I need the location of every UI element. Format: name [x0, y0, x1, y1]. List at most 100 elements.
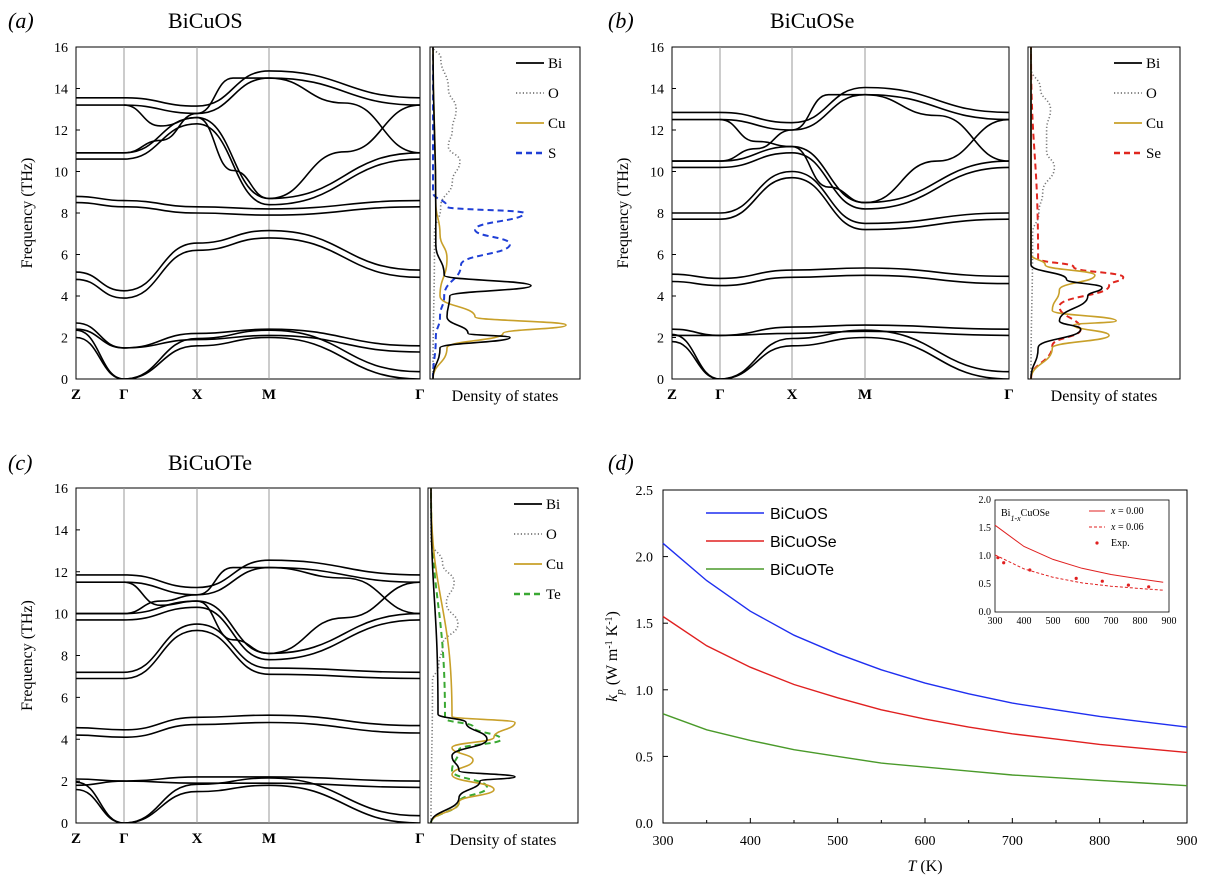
inset-x-tick-label: 500: [1046, 616, 1061, 627]
phonon-band-11: [76, 600, 420, 655]
inset-x-tick-label: 900: [1162, 616, 1177, 627]
y-tick-label: 8: [61, 207, 68, 222]
legend-label: Se: [1146, 146, 1161, 162]
legend-label: Te: [546, 587, 561, 603]
band-curves: [76, 70, 420, 379]
phonon-band-1: [76, 784, 420, 823]
y-tick-label: 10: [650, 166, 664, 181]
phonon-band-13: [123, 104, 420, 200]
y-tick-label: 0: [657, 373, 664, 388]
legend: Bi O Cu Se: [1114, 56, 1164, 162]
panel-label: (d): [608, 450, 634, 475]
dos-curve-cu: [430, 488, 516, 823]
dos-frame: [427, 487, 579, 824]
inset-exp-point: [1002, 561, 1006, 565]
kpoint-label: X: [192, 387, 203, 403]
inset-y-tick-label: 1.5: [979, 523, 992, 534]
phonon-band-7: [76, 623, 420, 674]
legend: Bi O Cu Te: [514, 497, 564, 603]
phonon-band-12: [672, 151, 1009, 210]
legend-label: Cu: [548, 116, 566, 132]
phonon-band-4: [76, 328, 420, 353]
phonon-band-7: [76, 195, 420, 210]
inset-exp-point: [1126, 583, 1130, 587]
phonon-band-5: [76, 721, 420, 739]
y-tick-label: 2.0: [636, 551, 654, 566]
inset-x-tick-label: 300: [988, 616, 1003, 627]
y-tick-label: 2.5: [636, 484, 654, 499]
kpoint-label: Γ: [1004, 387, 1014, 403]
y-tick-label: 4: [61, 290, 68, 305]
inset-x-tick-label: 800: [1133, 616, 1148, 627]
legend-label: Bi: [548, 56, 562, 72]
phonon-band-1: [672, 336, 1009, 379]
dos-curve-bi: [430, 488, 516, 823]
kpoint-label: Z: [71, 831, 81, 847]
legend-label: Bi: [546, 497, 560, 513]
y-tick-label: 12: [54, 566, 68, 581]
legend-label: S: [548, 146, 556, 162]
phonon-band-14: [76, 77, 420, 154]
inset-exp-point: [1100, 579, 1104, 583]
y-axis-label: kp (W m-1 K-1): [604, 611, 627, 702]
band-curves: [672, 86, 1009, 379]
kpoint-label: Γ: [119, 831, 129, 847]
dos-curves: [431, 47, 567, 379]
inset-exp-point: [1074, 576, 1078, 581]
inset-y-tick-label: 0.0: [979, 607, 992, 618]
phonon-band-9: [76, 77, 420, 115]
panel-title: BiCuOS: [168, 8, 243, 33]
y-tick-label: 6: [61, 691, 68, 706]
band-frame: [75, 487, 421, 824]
y-tick-label: 2: [61, 775, 68, 790]
legend: Bi O Cu S: [516, 56, 566, 162]
y-tick-label: 6: [61, 249, 68, 264]
phonon-band-6: [672, 267, 1009, 280]
y-tick-label: 12: [650, 124, 664, 139]
phonon-band-13: [123, 581, 420, 655]
y-tick-label: 2: [61, 332, 68, 347]
phonon-band-11: [76, 116, 420, 200]
inset-legend-label: x = 0.00: [1110, 506, 1144, 517]
phonon-band-4: [76, 780, 420, 789]
phonon-band-12: [76, 122, 420, 206]
kpoint-label: Γ: [415, 387, 425, 403]
kpoint-label: M: [262, 831, 276, 847]
dos-curve-bi: [432, 47, 532, 379]
inset-title: Bi1-xCuOSe: [1001, 508, 1050, 523]
phonon-band-5: [672, 274, 1009, 287]
dos-curve-bi: [1030, 47, 1103, 379]
x-tick-label: 900: [1177, 834, 1198, 849]
y-tick-label: 0: [61, 373, 68, 388]
y-tick-label: 12: [54, 124, 68, 139]
legend-label: O: [546, 527, 557, 543]
band-curves: [76, 559, 420, 823]
panel-label: (a): [8, 8, 34, 33]
inset-y-tick-label: 1.0: [979, 551, 992, 562]
inset-legend-label: Exp.: [1111, 538, 1130, 549]
phonon-band-8: [76, 201, 420, 216]
dos-curve-te: [430, 488, 503, 823]
inset-series-line: [994, 554, 1164, 591]
y-tick-label: 1.5: [636, 617, 654, 632]
x-tick-label: 300: [653, 834, 674, 849]
legend-label: Cu: [546, 557, 564, 573]
dos-curves: [430, 488, 516, 823]
panel-title: BiCuOSe: [770, 8, 854, 33]
inset-chart: 0.0 0.5 1.0 1.5 2.0 300 400 500 600 700 800 900 Bi1-…: [979, 495, 1177, 627]
y-tick-label: 0.5: [636, 750, 654, 765]
phonon-band-9: [76, 566, 420, 596]
phonon-band-14: [76, 566, 420, 615]
y-tick-label: 10: [54, 166, 68, 181]
panel-d: (d) 0.0 0.5 1.0 1.5 2.0 2.5 300 400 500 600 700 800 9…: [604, 450, 1198, 875]
y-tick-label: 0.0: [636, 817, 654, 832]
legend-label: BiCuOS: [770, 506, 828, 523]
kpoint-label: X: [192, 831, 203, 847]
dos-x-label: Density of states: [1051, 388, 1158, 405]
y-tick-label: 16: [54, 482, 68, 497]
kpoint-label: Γ: [119, 387, 129, 403]
inset-exp-point: [996, 556, 1000, 560]
inset-exp-point: [1028, 568, 1032, 572]
